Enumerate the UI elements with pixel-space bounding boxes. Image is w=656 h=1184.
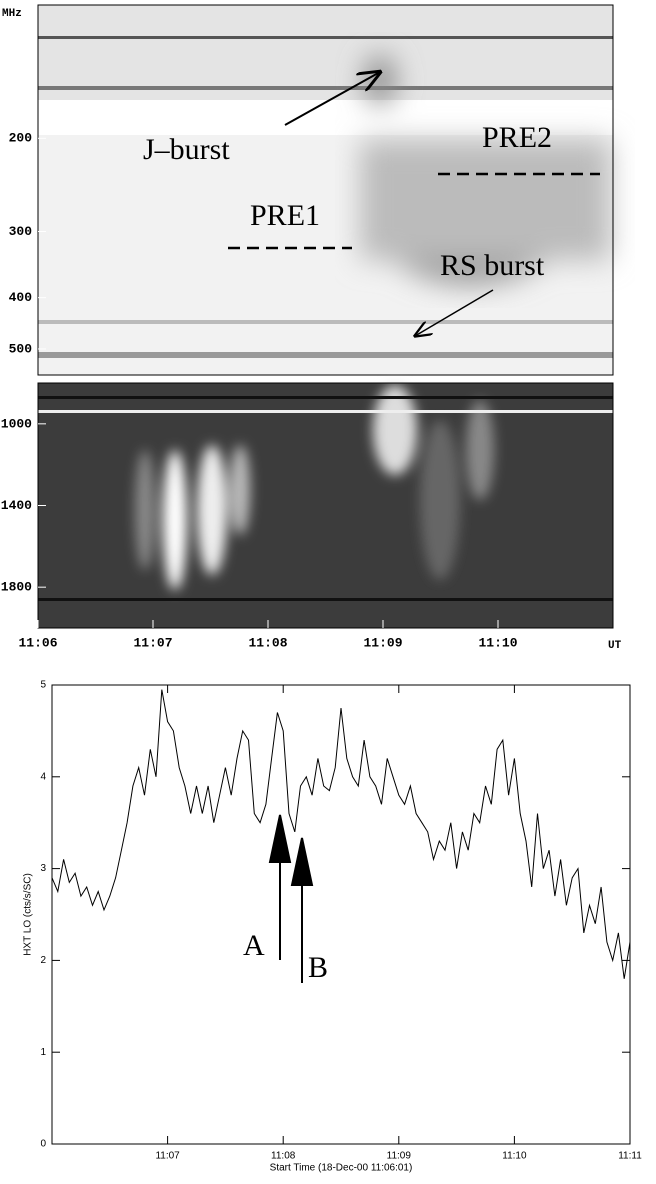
x-tick-label: 11:08: [271, 1151, 296, 1162]
y-tick-label: 2: [40, 955, 46, 966]
y-tick-label: 3: [40, 863, 46, 874]
annotation: A: [243, 929, 265, 962]
y-tick-label: 1000: [1, 416, 32, 431]
y-tick-label: 1800: [1, 580, 32, 595]
data-line: [51, 689, 631, 979]
y-tick-label: 1: [40, 1047, 46, 1058]
y-tick-label: 1400: [1, 498, 32, 513]
x-tick-label: 11:07: [133, 635, 172, 650]
x-tick-label: 11:09: [387, 1151, 412, 1162]
plot-frame: [51, 684, 631, 1145]
x-tick-label: 11:06: [18, 635, 57, 650]
y-tick-label: 500: [9, 341, 33, 356]
x-tick-label: 11:08: [248, 635, 287, 650]
spectrogram-top: [37, 4, 614, 376]
y-tick-label: 400: [9, 290, 33, 305]
x-axis-label: UT: [608, 640, 622, 652]
y-tick-label: 300: [9, 224, 33, 239]
y-axis-label: MHz: [2, 8, 22, 20]
x-tick-label: 11:07: [155, 1151, 180, 1162]
annotation-shapes: [228, 72, 600, 983]
y-axis-label: HXT LO (cts/s/SC): [23, 873, 34, 956]
annotation: PRE2: [482, 121, 552, 154]
y-tick-label: 0: [40, 1139, 46, 1150]
annotation: RS burst: [440, 249, 545, 282]
y-tick-label: 4: [40, 771, 46, 782]
x-axis-label: Start Time (18-Dec-00 11:06:01): [270, 1163, 413, 1174]
annotation: PRE1: [250, 199, 320, 232]
x-tick-label: 11:11: [618, 1151, 642, 1162]
y-tick-label: 5: [40, 680, 46, 691]
x-tick-label: 11:09: [363, 635, 402, 650]
annotation: B: [308, 951, 328, 984]
y-tick-label: 200: [9, 131, 33, 146]
x-tick-label: 11:10: [478, 635, 517, 650]
spectrogram-bottom: [37, 382, 614, 629]
annotation: J–burst: [143, 133, 230, 166]
x-tick-label: 11:10: [502, 1151, 527, 1162]
